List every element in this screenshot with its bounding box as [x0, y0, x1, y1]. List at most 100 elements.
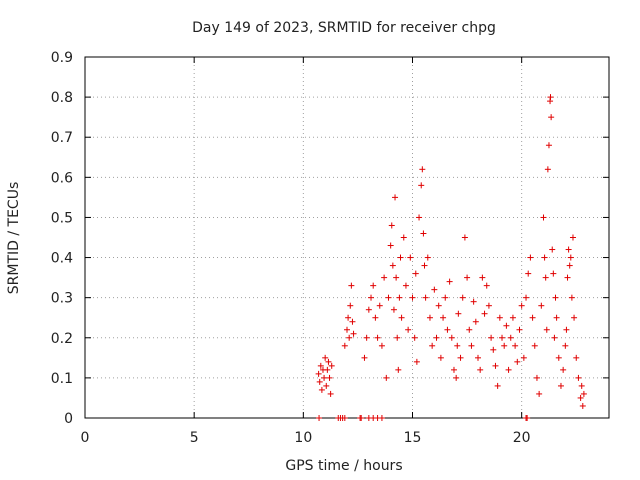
- data-point: [542, 274, 549, 281]
- data-point: [385, 294, 392, 301]
- y-tick-label: 0.3: [51, 291, 73, 307]
- data-point: [358, 415, 365, 421]
- data-point: [324, 366, 331, 373]
- data-point: [555, 354, 562, 361]
- data-point: [341, 415, 348, 421]
- data-point: [464, 274, 471, 281]
- data-point: [450, 366, 457, 373]
- data-point: [347, 302, 354, 309]
- data-point: [470, 298, 477, 305]
- data-point: [565, 246, 572, 253]
- data-point: [567, 254, 574, 261]
- data-point: [437, 354, 444, 361]
- axis-ticks: [84, 56, 609, 419]
- data-point: [507, 334, 514, 341]
- data-point: [413, 358, 420, 365]
- data-point: [545, 142, 552, 149]
- data-point: [323, 382, 330, 389]
- data-point: [418, 182, 425, 189]
- data-point: [514, 358, 521, 365]
- chart-title: Day 149 of 2023, SRMTID for receiver chp…: [192, 20, 496, 36]
- data-point: [446, 278, 453, 285]
- data-point: [395, 366, 402, 373]
- x-tick-label: 15: [404, 430, 422, 446]
- data-point: [390, 306, 397, 313]
- data-point: [557, 382, 564, 389]
- data-point: [328, 362, 335, 369]
- data-point: [429, 342, 436, 349]
- data-point: [466, 326, 473, 333]
- data-point: [550, 270, 557, 277]
- data-point: [361, 354, 368, 361]
- y-tick-labels: 0 0.1 0.2 0.3 0.4 0.5 0.6 0.7 0.8 0.9: [51, 50, 73, 427]
- y-tick-label: 0.9: [51, 50, 73, 66]
- x-tick-label: 5: [190, 430, 199, 446]
- data-point: [562, 342, 569, 349]
- data-point: [372, 314, 379, 321]
- data-point: [348, 282, 355, 289]
- data-point: [524, 415, 531, 421]
- data-point: [316, 378, 323, 385]
- data-point: [571, 314, 578, 321]
- data-point: [475, 354, 481, 361]
- data-point: [394, 334, 401, 341]
- plot-frame: [84, 56, 610, 419]
- data-point: [479, 274, 486, 281]
- data-point: [416, 214, 423, 221]
- x-axis-label: GPS time / hours: [285, 458, 402, 474]
- data-point: [412, 270, 419, 277]
- data-point: [387, 242, 394, 249]
- data-point: [317, 362, 324, 369]
- data-point: [378, 342, 385, 349]
- y-tick-label: 0.7: [51, 130, 73, 146]
- data-point: [536, 390, 543, 397]
- data-point: [501, 342, 508, 349]
- data-point: [483, 282, 490, 289]
- data-point: [548, 114, 555, 121]
- data-point: [499, 334, 506, 341]
- data-point: [477, 366, 484, 373]
- data-point: [580, 390, 587, 397]
- data-point: [346, 334, 353, 341]
- data-point: [541, 254, 548, 261]
- data-point: [345, 314, 352, 321]
- data-point: [564, 274, 571, 281]
- data-point: [370, 282, 377, 289]
- data-point: [344, 326, 350, 333]
- data-point: [327, 390, 334, 397]
- y-tick-label: 0.4: [51, 251, 73, 267]
- data-point: [405, 326, 412, 333]
- data-point: [421, 262, 428, 269]
- data-point: [400, 234, 407, 241]
- data-point: [549, 246, 556, 253]
- data-point: [318, 386, 325, 393]
- y-tick-label: 0: [64, 411, 73, 427]
- data-point: [523, 294, 530, 301]
- data-point: [579, 402, 586, 409]
- data-point: [444, 326, 451, 333]
- data-point: [461, 234, 468, 241]
- data-point: [422, 294, 429, 301]
- data-point: [496, 314, 503, 321]
- data-point: [459, 294, 466, 301]
- data-point: [492, 362, 499, 369]
- data-point: [383, 374, 390, 381]
- data-point: [485, 302, 492, 309]
- data-point: [505, 366, 512, 373]
- x-tick-label: 10: [294, 430, 312, 446]
- data-point: [350, 330, 357, 337]
- data-point: [381, 274, 388, 281]
- data-point: [402, 282, 409, 289]
- data-point: [409, 294, 416, 301]
- data-point: [472, 318, 479, 325]
- data-point: [424, 254, 431, 261]
- data-point: [435, 302, 442, 309]
- data-point: [551, 334, 558, 341]
- data-point: [454, 342, 461, 349]
- data-point: [525, 270, 532, 277]
- data-point: [529, 314, 536, 321]
- data-point: [321, 374, 328, 381]
- data-point: [326, 374, 333, 381]
- data-point: [393, 274, 400, 281]
- data-point: [378, 415, 385, 421]
